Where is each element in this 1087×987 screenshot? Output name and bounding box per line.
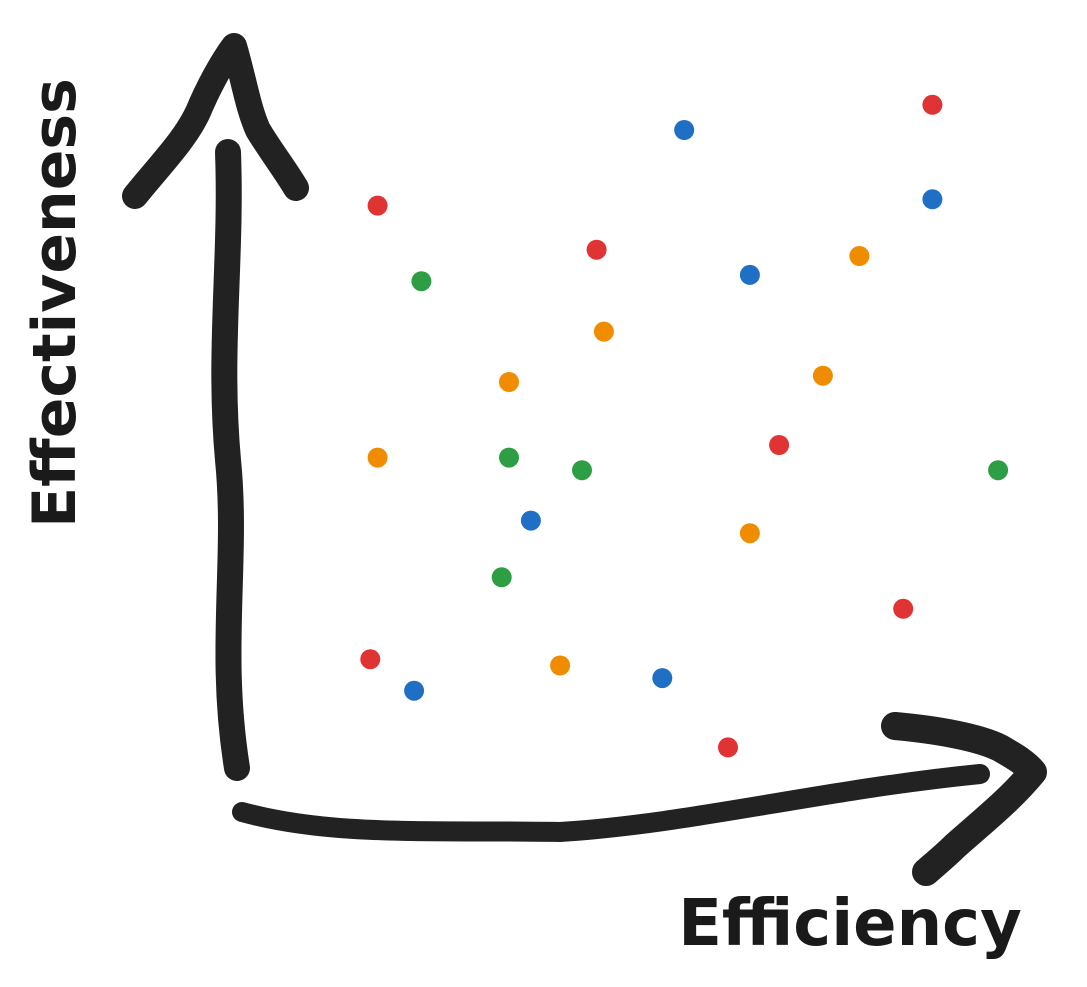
red-data-point-6 [360,649,381,670]
blue-data-point-3 [739,264,760,285]
red-data-point-3 [922,94,943,115]
x-axis-line [232,764,990,842]
y-axis-arrowhead [122,33,309,209]
x-axis-arrowhead [881,712,1047,886]
blue-data-point-1 [674,120,695,140]
green-data-point-3 [572,460,592,481]
red-data-point-5 [893,598,914,619]
orange-data-point-2 [593,321,614,342]
blue-data-point-4 [520,510,541,531]
green-data-point-4 [988,460,1009,481]
blue-data-point-6 [404,680,425,701]
green-data-point-2 [499,447,519,468]
x-axis-label: Efficiency [678,887,1022,961]
orange-data-point-4 [812,365,833,386]
blue-data-point-5 [652,668,673,689]
green-data-point-1 [411,271,432,292]
blue-data-point-2 [922,189,943,210]
red-data-point-4 [769,435,790,455]
red-data-point-1 [367,195,388,216]
orange-data-point-7 [550,655,571,676]
y-axis-line [211,139,250,781]
orange-data-point-1 [849,246,870,266]
data-points [360,94,1009,758]
orange-data-point-3 [499,372,519,392]
orange-data-point-5 [367,447,388,468]
y-axis-label: Effectiveness [20,78,90,528]
orange-data-point-6 [739,523,760,544]
red-data-point-7 [718,737,738,758]
green-data-point-5 [491,567,512,588]
red-data-point-2 [586,239,607,260]
